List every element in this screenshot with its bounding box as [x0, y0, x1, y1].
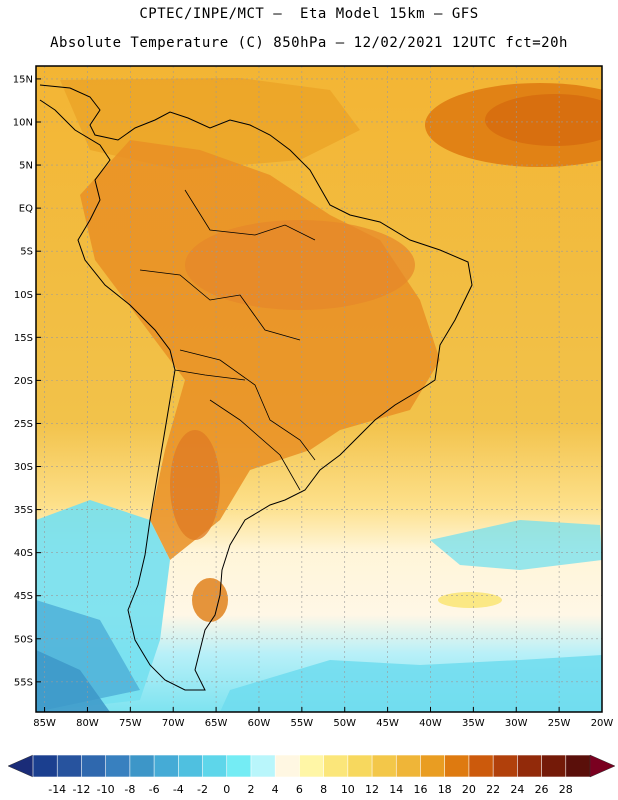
field-warm-core — [485, 94, 602, 146]
colorbar-swatch — [226, 754, 252, 778]
colorbar-label: 22 — [486, 783, 500, 796]
colorbar-swatch — [81, 754, 107, 778]
colorbar-label: 12 — [365, 783, 379, 796]
lat-label: 5N — [19, 161, 33, 172]
lat-label: 15N — [13, 74, 33, 85]
lon-label: 25W — [548, 718, 571, 729]
colorbar-swatch — [371, 754, 397, 778]
colorbar-label: 0 — [223, 783, 230, 796]
lon-label: 45W — [376, 718, 399, 729]
lon-label: 85W — [33, 718, 56, 729]
lat-label: 55S — [14, 677, 33, 688]
colorbar-label: -12 — [72, 783, 90, 796]
colorbar-swatch — [250, 754, 276, 778]
lon-label: 50W — [333, 718, 356, 729]
colorbar-swatch — [541, 754, 567, 778]
colorbar-swatch — [420, 754, 446, 778]
plot-frame — [35, 65, 603, 713]
lon-label: 30W — [505, 718, 528, 729]
lon-label: 70W — [162, 718, 185, 729]
lat-label: EQ — [19, 204, 33, 215]
colorbar-swatch — [565, 754, 591, 778]
colorbar-label: 18 — [438, 783, 452, 796]
lon-label: 65W — [205, 718, 228, 729]
colorbar-label: 20 — [462, 783, 476, 796]
colorbar-label: 24 — [510, 783, 524, 796]
lat-label: 25S — [14, 419, 33, 430]
colorbar-swatch — [395, 754, 422, 778]
colorbar-swatch — [468, 754, 494, 778]
field-warm-atlantic-patch — [438, 592, 502, 608]
country-borders — [139, 189, 316, 491]
colorbar-swatch — [274, 754, 300, 778]
field-cold-southern-ocean — [220, 655, 602, 712]
lon-label: 55W — [291, 718, 314, 729]
colorbar-label: 14 — [389, 783, 403, 796]
field-colder-pacific — [36, 650, 110, 712]
lon-label: 75W — [119, 718, 142, 729]
colorbar-swatch — [153, 754, 179, 778]
colorbar-label: -6 — [149, 783, 160, 796]
colorbar-swatch — [347, 754, 373, 778]
temperature-field — [36, 66, 602, 712]
colorbar-label: -2 — [197, 783, 208, 796]
colorbar: -14 -12 -10 -8 -6 -4 -2 0 2 4 6 8 10 12 14 16 18 20 22 24 26… — [7, 754, 616, 796]
lon-label: 35W — [462, 718, 485, 729]
colorbar-label: 10 — [341, 783, 355, 796]
chart-subtitle: Absolute Temperature (C) 850hPa – 12/02/… — [50, 35, 568, 51]
colorbar-swatch — [129, 754, 155, 778]
lat-label: 35S — [14, 505, 33, 516]
colorbar-swatch — [444, 754, 470, 778]
lat-label: 10N — [13, 117, 33, 128]
latitude-labels: 15N 10N 5N EQ 5S 10S 15S 20S 25S 30S 35S 40S 45S 50S 5… — [13, 74, 41, 688]
lat-label: 10S — [14, 290, 33, 301]
colorbar-label: -14 — [48, 783, 66, 796]
colorbar-swatch — [56, 754, 83, 778]
colorbar-swatch — [32, 754, 58, 778]
colorbar-swatch — [323, 754, 349, 778]
lon-label: 40W — [419, 718, 442, 729]
colorbar-label: 2 — [247, 783, 254, 796]
colorbar-label: -10 — [97, 783, 115, 796]
field-warm-andes — [170, 430, 220, 540]
colorbar-swatch — [492, 754, 518, 778]
colorbar-high-arrow — [589, 754, 616, 778]
colorbar-swatch — [178, 754, 204, 778]
colorbar-label: 8 — [320, 783, 327, 796]
colorbar-label: 28 — [559, 783, 573, 796]
coastline — [39, 84, 473, 691]
colorbar-swatch — [202, 754, 228, 778]
lat-lon-grid — [36, 66, 602, 712]
lon-label: 60W — [248, 718, 271, 729]
field-warm-patagonia — [192, 578, 228, 622]
lat-label: 50S — [14, 634, 33, 645]
lat-label: 40S — [14, 548, 33, 559]
colorbar-label: 16 — [413, 783, 427, 796]
longitude-labels: 85W 80W 75W 70W 65W 60W 55W 50W 45W 40W 35W 30W 25W 2… — [33, 707, 613, 729]
colorbar-label: -8 — [124, 783, 135, 796]
colorbar-label: 26 — [535, 783, 549, 796]
chart-title: CPTEC/INPE/MCT – Eta Model 15km – GFS — [139, 6, 479, 22]
lat-label: 5S — [20, 247, 33, 258]
colorbar-swatch — [299, 754, 325, 778]
colorbar-low-arrow — [7, 754, 34, 778]
lat-label: 45S — [14, 591, 33, 602]
lat-label: 15S — [14, 333, 33, 344]
lat-label: 30S — [14, 462, 33, 473]
lat-label: 20S — [14, 376, 33, 387]
colorbar-swatch — [517, 754, 543, 778]
colorbar-label: 4 — [272, 783, 279, 796]
lon-label: 20W — [591, 718, 614, 729]
colorbar-label: 6 — [296, 783, 303, 796]
colorbar-swatch — [105, 754, 131, 778]
colorbar-label: -4 — [173, 783, 184, 796]
lon-label: 80W — [76, 718, 99, 729]
field-warm-amazon — [185, 220, 415, 310]
